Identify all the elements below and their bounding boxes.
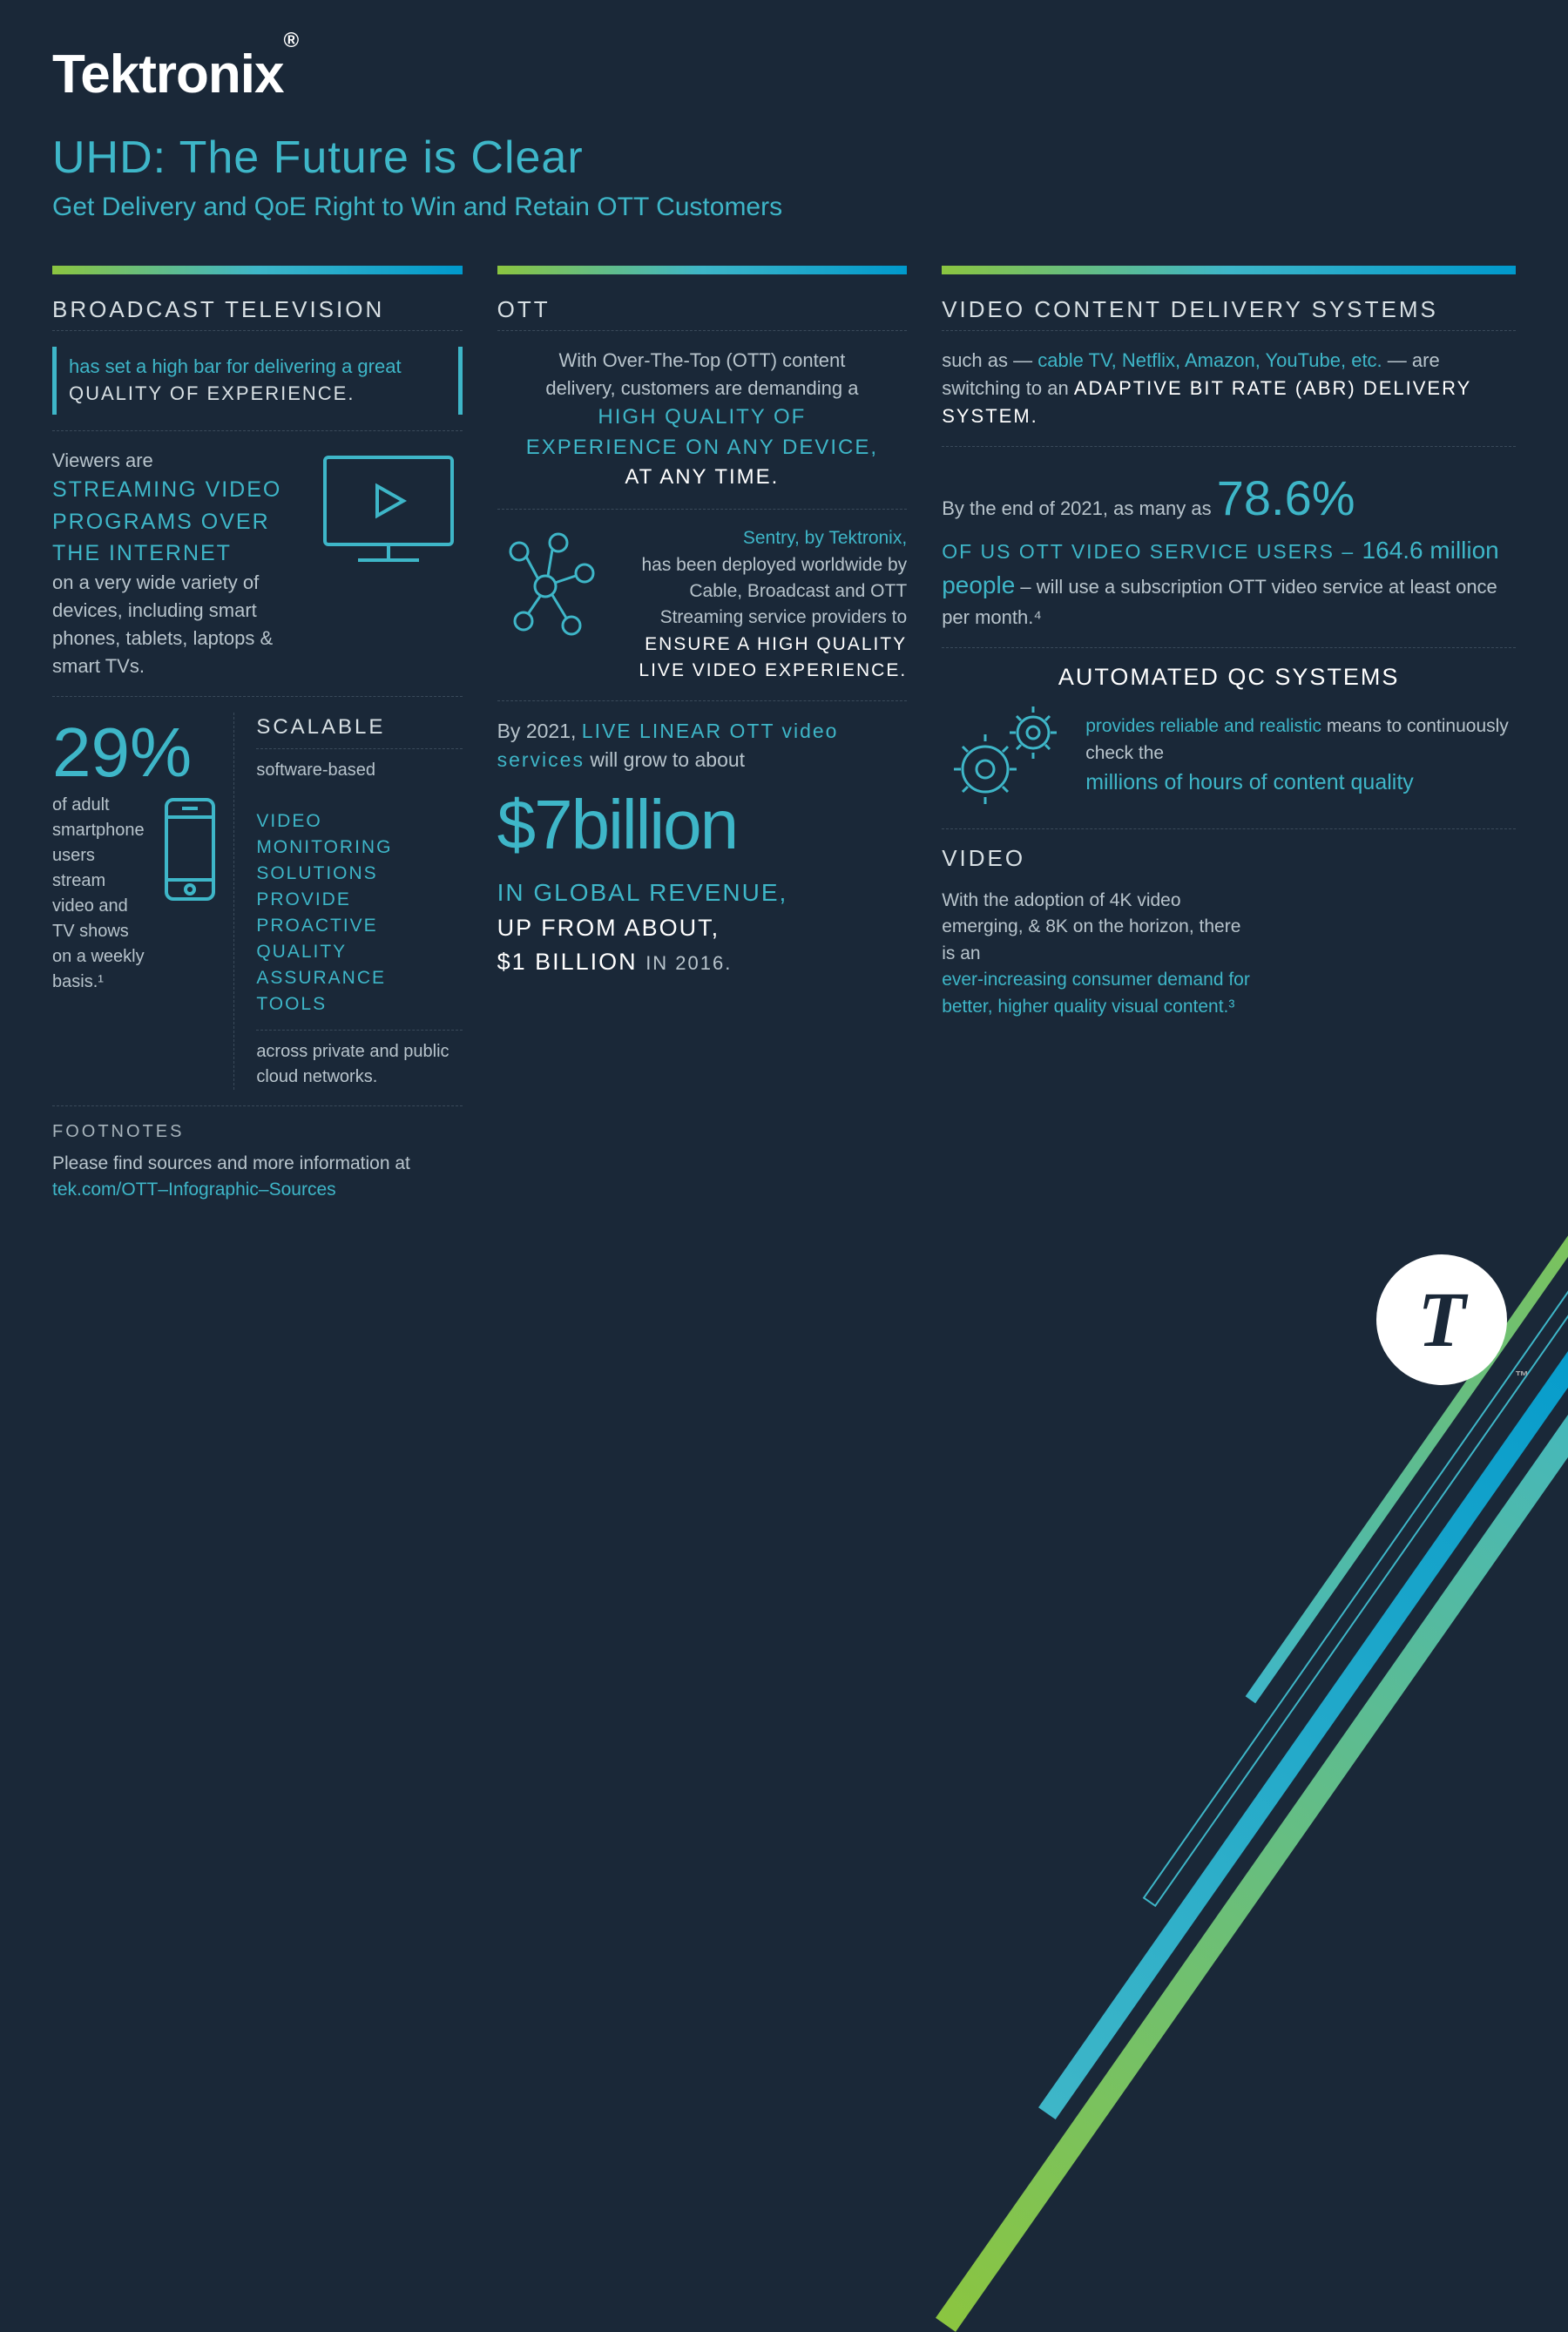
video-block: VIDEO With the adoption of 4K video emer…: [942, 845, 1257, 1020]
tv-play-icon: [314, 447, 463, 578]
section-title: OTT: [497, 296, 908, 331]
column-vcds: VIDEO CONTENT DELIVERY SYSTEMS such as —…: [942, 266, 1516, 1203]
column-ott: OTT With Over-The-Top (OTT) content deli…: [497, 266, 908, 1203]
stat-786-block: By the end of 2021, as many as 78.6% OF …: [942, 463, 1516, 632]
qc-title: AUTOMATED QC SYSTEMS: [942, 664, 1516, 691]
column-broadcast: BROADCAST TELEVISION has set a high bar …: [52, 266, 463, 1203]
footnotes-title: FOOTNOTES: [52, 1122, 463, 1142]
brand-logo: Tektronix®: [52, 44, 1516, 105]
gears-icon: [942, 700, 1072, 813]
tektronix-circle-logo: T: [1376, 1254, 1507, 1385]
stat-29-block: 29% of adult smartphone users stream vid…: [52, 713, 234, 1090]
page-subtitle: Get Delivery and QoE Right to Win and Re…: [52, 193, 1516, 222]
qc-text: provides reliable and realistic means to…: [1085, 713, 1516, 798]
scalable-block: SCALABLE software-based VIDEO MONITORING…: [252, 713, 462, 1090]
section-title: BROADCAST TELEVISION: [52, 296, 463, 331]
stat-29-text: of adult smartphone users stream video a…: [52, 793, 146, 995]
text-em: QUALITY OF EXPERIENCE.: [69, 382, 355, 404]
page-title: UHD: The Future is Clear: [52, 132, 1516, 184]
footnotes-body: Please find sources and more information…: [52, 1151, 463, 1204]
gradient-bar: [52, 266, 463, 274]
sentry-text: Sentry, by Tektronix, has been deployed …: [624, 525, 908, 685]
streaming-text: Viewers are STREAMING VIDEO PROGRAMS OVE…: [52, 447, 301, 680]
revenue-block: By 2021, LIVE LINEAR OTT video services …: [497, 717, 908, 980]
phone-icon: [159, 793, 220, 906]
text: has set a high bar for delivering a grea…: [69, 355, 402, 377]
network-icon: [497, 525, 611, 656]
video-title: VIDEO: [942, 845, 1257, 872]
qc-block: AUTOMATED QC SYSTEMS provides reliable a…: [942, 664, 1516, 813]
footnotes-link[interactable]: tek.com/OTT–Infographic–Sources: [52, 1180, 336, 1200]
abr-text: such as — cable TV, Netflix, Amazon, You…: [942, 347, 1516, 430]
stat-786-number: 78.6%: [1217, 470, 1355, 525]
gradient-bar: [942, 266, 1516, 274]
ott-intro: With Over-The-Top (OTT) content delivery…: [497, 347, 908, 493]
quote-qoe: has set a high bar for delivering a grea…: [52, 347, 463, 415]
stat-29-number: 29%: [52, 713, 220, 793]
gradient-bar: [497, 266, 908, 274]
section-title: VIDEO CONTENT DELIVERY SYSTEMS: [942, 296, 1516, 331]
revenue-big-number: $7billion: [497, 774, 908, 875]
video-text: With the adoption of 4K video emerging, …: [942, 888, 1257, 1020]
